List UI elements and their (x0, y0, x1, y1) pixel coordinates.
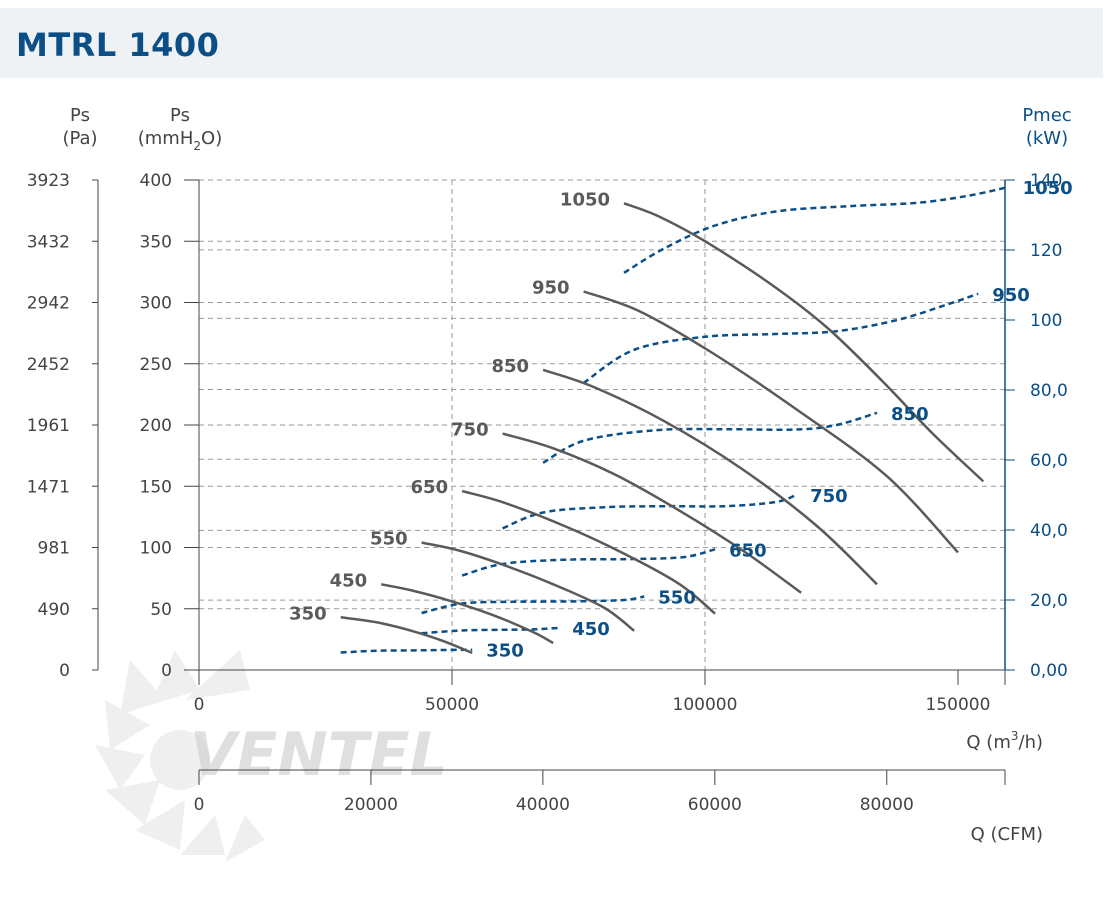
curve-labels: 3504505506507508509501050350450550650750… (289, 178, 1073, 662)
power-curve-950 (582, 292, 979, 385)
power-label-950: 950 (992, 285, 1030, 306)
kw-axis-title: Pmec (1022, 105, 1071, 126)
pa-tick-label: 3923 (27, 171, 70, 191)
pressure-label-750: 750 (451, 420, 489, 441)
cfm-tick-label: 40000 (516, 795, 570, 815)
power-label-650: 650 (729, 540, 767, 561)
mm-tick-label: 350 (140, 232, 172, 252)
pressure-curve-350 (340, 616, 473, 655)
pa-axis-unit: (Pa) (62, 128, 97, 149)
power-label-550: 550 (658, 588, 696, 609)
mm-tick-label: 0 (161, 661, 172, 681)
kw-tick-label: 40,0 (1030, 521, 1068, 541)
power-label-450: 450 (572, 619, 610, 640)
pressure-label-650: 650 (411, 477, 449, 498)
pressure-label-550: 550 (370, 529, 408, 550)
power-label-350: 350 (486, 641, 524, 662)
mm-tick-label: 300 (140, 294, 172, 314)
axes: 3923343229422452196114719814900Ps(Pa)400… (27, 105, 1072, 845)
pressure-curve-1050 (623, 202, 985, 483)
pa-tick-label: 2942 (27, 294, 70, 314)
pressure-curve-550 (421, 541, 635, 632)
pa-tick-label: 3432 (27, 232, 70, 252)
q-axis-title: Q (m3/h) (966, 729, 1043, 753)
pa-tick-label: 981 (38, 539, 70, 559)
power-label-850: 850 (891, 404, 929, 425)
kw-tick-label: 140 (1030, 171, 1062, 191)
power-curve-750 (502, 493, 797, 530)
pressure-curves (340, 202, 985, 655)
pa-tick-label: 0 (59, 661, 70, 681)
ventel-watermark: VENTEL (95, 650, 448, 862)
power-curve-550 (421, 595, 645, 615)
pressure-curve-450 (380, 583, 554, 645)
q-tick-label: 100000 (673, 695, 738, 715)
mm-axis-unit: (mmH2O) (138, 128, 222, 153)
mm-tick-label: 200 (140, 416, 172, 436)
mm-tick-label: 150 (140, 477, 172, 497)
power-label-1050: 1050 (1023, 178, 1073, 199)
cfm-tick-label: 20000 (344, 795, 398, 815)
cfm-tick-label: 60000 (688, 795, 742, 815)
pressure-label-950: 950 (532, 277, 570, 298)
pressure-curve-650 (461, 489, 716, 615)
mm-tick-label: 250 (140, 355, 172, 375)
kw-tick-label: 120 (1030, 241, 1062, 261)
pa-tick-label: 490 (38, 600, 70, 620)
grid (199, 179, 1005, 670)
cfm-tick-label: 0 (194, 795, 205, 815)
mm-axis-title: Ps (170, 105, 190, 126)
power-label-750: 750 (810, 486, 848, 507)
cfm-tick-label: 80000 (860, 795, 914, 815)
mm-tick-label: 50 (150, 600, 172, 620)
q-tick-label: 0 (194, 695, 205, 715)
power-curves (340, 185, 1009, 654)
title-bar: MTRL 1400 (0, 8, 1103, 78)
pressure-label-450: 450 (330, 570, 368, 591)
kw-tick-label: 0,00 (1030, 661, 1068, 681)
pressure-curve-850 (542, 368, 878, 586)
cfm-axis-title: Q (CFM) (971, 824, 1043, 845)
pressure-curve-950 (583, 290, 959, 554)
pa-tick-label: 2452 (27, 355, 70, 375)
pressure-label-350: 350 (289, 603, 327, 624)
kw-tick-label: 60,0 (1030, 451, 1068, 471)
power-curve-350 (340, 648, 473, 654)
power-curve-1050 (623, 185, 1009, 274)
q-tick-label: 150000 (926, 695, 991, 715)
kw-tick-label: 80,0 (1030, 381, 1068, 401)
pressure-label-1050: 1050 (560, 189, 610, 210)
pressure-curve-750 (502, 432, 802, 594)
mm-tick-label: 400 (140, 171, 172, 191)
power-curve-450 (421, 626, 559, 635)
pa-tick-label: 1471 (27, 477, 70, 497)
chart-title: MTRL 1400 (16, 26, 220, 64)
watermark-text: VENTEL (190, 720, 448, 790)
pa-axis-title: Ps (70, 105, 90, 126)
pa-tick-label: 1961 (27, 416, 70, 436)
kw-axis-unit: (kW) (1026, 128, 1068, 149)
kw-tick-label: 20,0 (1030, 591, 1068, 611)
power-curve-850 (542, 411, 878, 464)
kw-tick-label: 100 (1030, 311, 1062, 331)
pressure-label-850: 850 (492, 356, 530, 377)
mm-tick-label: 100 (140, 539, 172, 559)
q-tick-label: 50000 (425, 695, 479, 715)
